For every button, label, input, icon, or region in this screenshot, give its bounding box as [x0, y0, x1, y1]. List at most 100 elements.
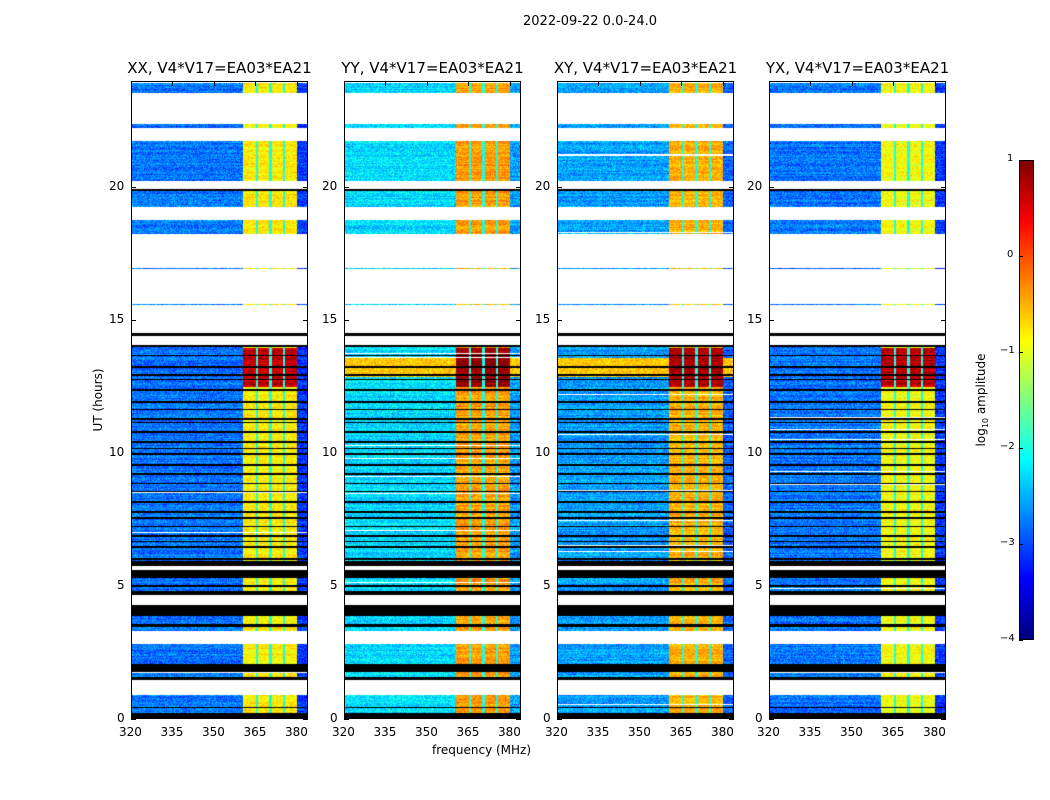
- colorbar-tick-label: 1: [1007, 153, 1014, 164]
- x-tick-mark: [509, 81, 511, 86]
- x-tick-label: 350: [414, 725, 438, 739]
- x-tick-label: 350: [201, 725, 225, 739]
- colorbar-tick-label: −3: [1000, 537, 1015, 548]
- y-tick-label: 10: [747, 445, 763, 460]
- y-tick-label: 0: [543, 711, 551, 725]
- colorbar-tick-label: −4: [1000, 633, 1015, 644]
- y-tick-mark: [769, 187, 774, 189]
- x-tick-mark: [722, 81, 724, 86]
- y-tick-label: 15: [109, 312, 125, 327]
- y-tick-mark: [516, 320, 521, 322]
- x-tick-label: 380: [497, 725, 521, 739]
- x-tick-label: 365: [456, 725, 480, 739]
- y-tick-mark: [131, 320, 136, 322]
- x-tick-mark: [769, 81, 770, 86]
- x-tick-mark: [426, 81, 428, 86]
- y-tick-mark: [516, 453, 521, 455]
- y-tick-mark: [344, 453, 349, 455]
- spectrogram-image: [345, 82, 520, 718]
- x-tick-label: 380: [922, 725, 946, 739]
- spectrogram-image: [770, 82, 945, 718]
- y-tick-label: 15: [747, 312, 763, 327]
- y-tick-mark: [557, 187, 562, 189]
- x-tick-mark: [172, 81, 174, 86]
- x-tick-mark: [344, 714, 345, 719]
- y-tick-mark: [303, 719, 308, 720]
- y-tick-label: 15: [322, 312, 338, 327]
- x-tick-mark: [598, 81, 600, 86]
- x-tick-label: 365: [881, 725, 905, 739]
- x-tick-label: 320: [757, 725, 780, 739]
- x-tick-label: 380: [284, 725, 308, 739]
- x-tick-mark: [681, 714, 683, 719]
- x-tick-mark: [851, 81, 853, 86]
- colorbar-tick-label: 0: [1007, 249, 1014, 260]
- y-tick-mark: [729, 586, 734, 588]
- x-tick-mark: [213, 81, 215, 86]
- y-tick-label: 20: [322, 179, 338, 194]
- y-tick-mark: [729, 320, 734, 322]
- y-tick-mark: [303, 320, 308, 322]
- y-tick-label: 10: [535, 445, 551, 460]
- y-tick-mark: [729, 453, 734, 455]
- y-tick-label: 0: [330, 711, 338, 725]
- x-tick-mark: [810, 81, 812, 86]
- x-tick-mark: [385, 714, 387, 719]
- x-tick-mark: [810, 714, 812, 719]
- x-axis-label: frequency (MHz): [432, 743, 532, 757]
- y-tick-mark: [769, 320, 774, 322]
- y-tick-label: 0: [117, 711, 125, 725]
- x-tick-label: 350: [627, 725, 651, 739]
- colorbar-tick-label: −2: [1000, 441, 1015, 452]
- y-tick-mark: [941, 320, 946, 322]
- x-tick-mark: [255, 714, 257, 719]
- spectrogram-panel-3: [769, 81, 946, 719]
- y-tick-mark: [344, 586, 349, 588]
- colorbar-tick-mark: [1019, 448, 1023, 449]
- x-tick-label: 380: [710, 725, 734, 739]
- y-tick-label: 10: [109, 445, 125, 460]
- y-tick-mark: [516, 187, 521, 189]
- x-tick-mark: [131, 81, 132, 86]
- y-tick-mark: [941, 453, 946, 455]
- figure-title: 2022-09-22 0.0-24.0: [523, 14, 657, 29]
- colorbar-tick-label: −1: [1000, 345, 1015, 356]
- colorbar-tick-mark: [1019, 640, 1023, 641]
- panel-title: YY, V4*V17=EA03*EA21: [341, 59, 524, 77]
- x-tick-mark: [296, 81, 298, 86]
- x-tick-mark: [557, 81, 558, 86]
- colorbar-label: log10 amplitude: [973, 353, 991, 447]
- y-tick-mark: [344, 719, 349, 720]
- panel-title: XX, V4*V17=EA03*EA21: [127, 59, 312, 77]
- x-tick-mark: [851, 714, 853, 719]
- y-tick-mark: [557, 453, 562, 455]
- x-tick-mark: [769, 714, 770, 719]
- y-tick-label: 15: [535, 312, 551, 327]
- y-tick-mark: [131, 586, 136, 588]
- x-tick-mark: [509, 714, 511, 719]
- x-tick-mark: [893, 81, 895, 86]
- x-tick-mark: [639, 81, 641, 86]
- y-tick-mark: [303, 453, 308, 455]
- spectrogram-image: [132, 82, 307, 718]
- y-tick-mark: [131, 719, 136, 720]
- y-tick-mark: [729, 719, 734, 720]
- y-tick-label: 5: [755, 578, 763, 593]
- x-tick-mark: [893, 714, 895, 719]
- y-tick-mark: [303, 586, 308, 588]
- panel-title: YX, V4*V17=EA03*EA21: [765, 59, 950, 77]
- x-tick-label: 335: [373, 725, 397, 739]
- y-tick-mark: [557, 586, 562, 588]
- x-tick-mark: [385, 81, 387, 86]
- colorbar-tick-mark: [1019, 160, 1023, 161]
- x-tick-mark: [344, 81, 345, 86]
- x-tick-label: 320: [119, 725, 142, 739]
- y-tick-mark: [941, 187, 946, 189]
- x-tick-mark: [426, 714, 428, 719]
- x-tick-mark: [557, 714, 558, 719]
- y-tick-label: 5: [330, 578, 338, 593]
- x-tick-label: 335: [798, 725, 822, 739]
- x-tick-label: 365: [243, 725, 267, 739]
- x-tick-mark: [213, 714, 215, 719]
- y-tick-mark: [941, 586, 946, 588]
